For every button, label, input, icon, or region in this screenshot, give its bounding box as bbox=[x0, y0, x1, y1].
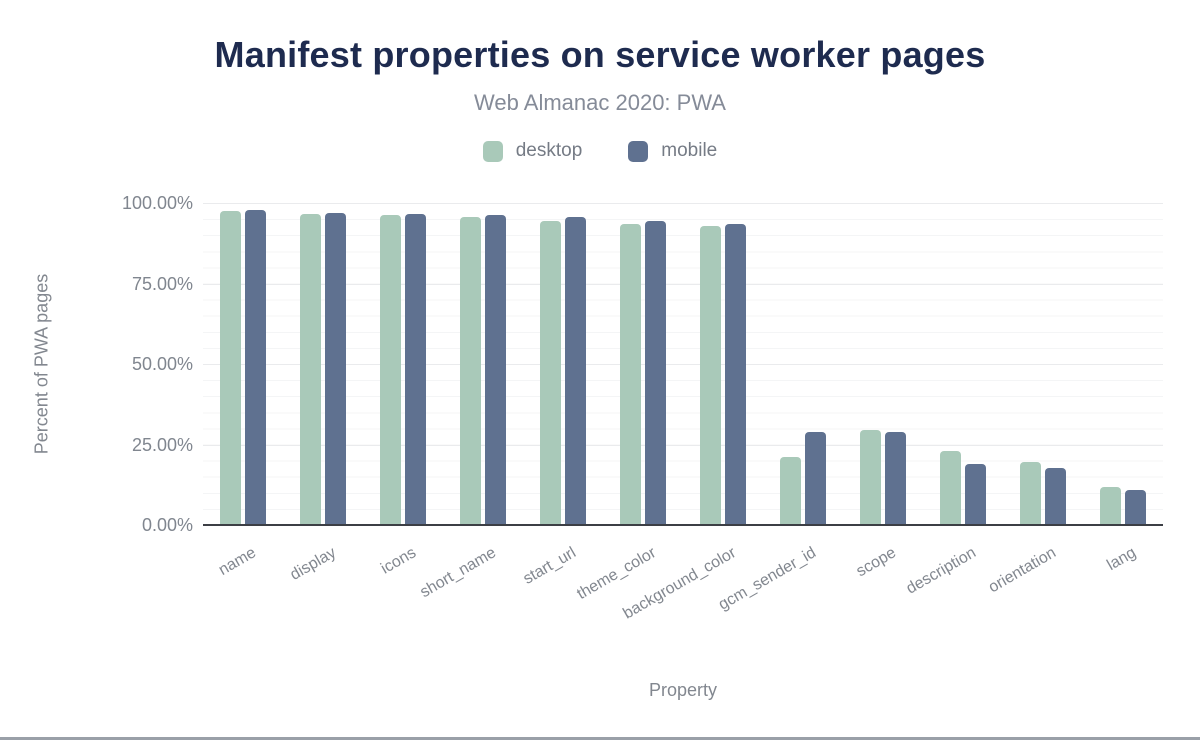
bar-mobile-icons[interactable] bbox=[405, 213, 426, 525]
gridline-25 bbox=[203, 444, 1163, 446]
bar-desktop-description[interactable] bbox=[940, 450, 961, 525]
legend-item-mobile[interactable]: mobile bbox=[628, 140, 717, 162]
x-axis-title: Property bbox=[648, 680, 718, 700]
plot-area bbox=[203, 203, 1163, 526]
y-tick-label-100: 100.00% bbox=[121, 193, 193, 213]
bar-desktop-background_color[interactable] bbox=[700, 225, 721, 525]
chart-title: Manifest properties on service worker pa… bbox=[214, 34, 986, 75]
bar-mobile-display[interactable] bbox=[325, 212, 346, 525]
bar-mobile-orientation[interactable] bbox=[1045, 468, 1066, 525]
bar-desktop-display[interactable] bbox=[300, 214, 321, 525]
legend-label-mobile: mobile bbox=[661, 140, 718, 161]
bar-desktop-icons[interactable] bbox=[380, 214, 401, 525]
y-axis-title: Percent of PWA pages bbox=[31, 273, 52, 455]
bar-mobile-name[interactable] bbox=[245, 210, 266, 525]
bar-mobile-background_color[interactable] bbox=[725, 223, 746, 525]
bar-group-orientation bbox=[1003, 203, 1083, 525]
bar-mobile-lang[interactable] bbox=[1125, 489, 1146, 525]
bar-desktop-orientation[interactable] bbox=[1020, 461, 1041, 525]
bar-mobile-description[interactable] bbox=[965, 463, 986, 525]
x-axis-line bbox=[203, 524, 1163, 526]
bar-mobile-scope[interactable] bbox=[885, 432, 906, 525]
legend-swatch-mobile bbox=[628, 140, 649, 162]
bar-group-background_color bbox=[683, 203, 763, 525]
bar-desktop-short_name[interactable] bbox=[460, 217, 481, 525]
bar-group-gcm_sender_id bbox=[763, 203, 843, 525]
bar-mobile-theme_color[interactable] bbox=[645, 220, 666, 525]
bar-desktop-scope[interactable] bbox=[860, 430, 881, 525]
bar-group-icons bbox=[363, 203, 443, 525]
y-tick-label-50: 50.00% bbox=[131, 354, 193, 374]
chart-subtitle: Web Almanac 2020: PWA bbox=[474, 90, 726, 115]
bar-desktop-gcm_sender_id[interactable] bbox=[780, 456, 801, 525]
bar-desktop-name[interactable] bbox=[220, 211, 241, 525]
y-tick-label-25: 25.00% bbox=[131, 434, 193, 455]
gridline-100 bbox=[203, 203, 1163, 204]
bar-desktop-lang[interactable] bbox=[1100, 486, 1121, 525]
bar-mobile-gcm_sender_id[interactable] bbox=[805, 432, 826, 525]
bar-group-name bbox=[203, 203, 283, 525]
bar-group-lang bbox=[1083, 203, 1163, 525]
legend-label-desktop: desktop bbox=[515, 140, 583, 161]
y-tick-label-0: 0.00% bbox=[141, 515, 193, 535]
bar-groups bbox=[203, 203, 1163, 525]
bar-group-short_name bbox=[443, 203, 523, 525]
footer-divider bbox=[0, 737, 1200, 740]
bar-desktop-start_url[interactable] bbox=[540, 220, 561, 525]
y-tick-label-75: 75.00% bbox=[131, 273, 193, 294]
gridline-50 bbox=[203, 364, 1163, 365]
bar-group-display bbox=[283, 203, 363, 525]
gridline-75 bbox=[203, 283, 1163, 285]
legend-item-desktop[interactable]: desktop bbox=[482, 140, 583, 162]
legend: desktop mobile bbox=[0, 140, 1200, 162]
bar-group-theme_color bbox=[603, 203, 683, 525]
bar-group-start_url bbox=[523, 203, 603, 525]
bar-mobile-short_name[interactable] bbox=[485, 214, 506, 525]
bar-group-description bbox=[923, 203, 1003, 525]
legend-swatch-desktop bbox=[482, 140, 503, 162]
bar-desktop-theme_color[interactable] bbox=[620, 223, 641, 525]
bar-mobile-start_url[interactable] bbox=[565, 216, 586, 525]
bar-group-scope bbox=[843, 203, 923, 525]
